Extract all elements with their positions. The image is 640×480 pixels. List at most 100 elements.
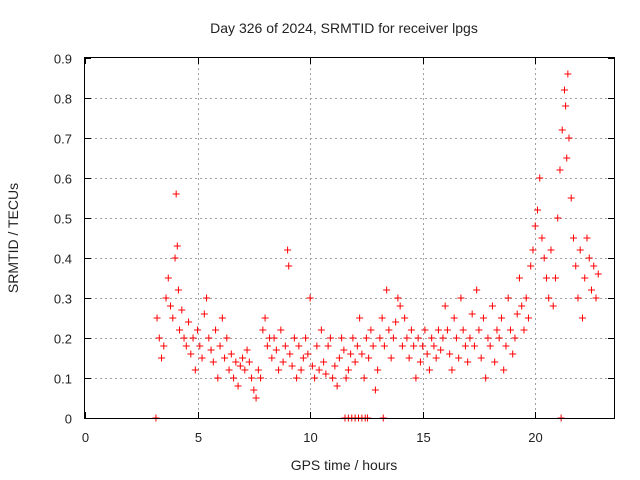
data-point [558, 126, 566, 134]
plot-frame [84, 57, 615, 419]
data-point [502, 342, 510, 350]
data-point [174, 286, 182, 294]
data-point [396, 302, 404, 310]
data-point [515, 274, 523, 282]
data-point [172, 190, 180, 198]
data-point [338, 334, 346, 342]
axis-ticks: 0 0.1 0.2 0.3 0.4 0.5 0.6 0.7 0.8 0.9 0 5 10 15 20 [54, 52, 614, 445]
data-point [196, 342, 204, 350]
data-point [545, 294, 553, 302]
data-point [495, 334, 503, 342]
data-point [295, 342, 303, 350]
data-point [230, 374, 238, 382]
data-point [509, 350, 517, 358]
grid-lines [85, 58, 614, 418]
data-point [290, 334, 298, 342]
data-point [284, 246, 292, 254]
data-point [518, 302, 526, 310]
data-point [185, 318, 193, 326]
data-point [551, 274, 559, 282]
data-point [497, 314, 505, 322]
data-point [425, 366, 433, 374]
data-point [486, 342, 494, 350]
data-point [520, 326, 528, 334]
data-point [225, 366, 233, 374]
data-point [320, 358, 328, 366]
data-point [563, 154, 571, 162]
data-point [466, 334, 474, 342]
data-point [353, 342, 361, 350]
data-point [392, 318, 400, 326]
data-point [401, 314, 409, 322]
data-points [152, 70, 602, 422]
data-point [234, 382, 242, 390]
y-tick-label: 0.8 [54, 92, 72, 107]
data-point [529, 246, 537, 254]
data-point [567, 194, 575, 202]
y-tick-label: 0.6 [54, 172, 72, 187]
x-tick-label: 10 [303, 430, 317, 445]
data-point [583, 234, 591, 242]
data-point [383, 286, 391, 294]
data-point [347, 350, 355, 358]
data-point [468, 310, 476, 318]
data-point [542, 274, 550, 282]
data-point [285, 262, 293, 270]
y-tick-label: 0.7 [54, 132, 72, 147]
x-tick-label: 0 [82, 430, 89, 445]
data-point [547, 246, 555, 254]
data-point [223, 334, 231, 342]
data-point [574, 294, 582, 302]
data-point [218, 314, 226, 322]
data-point [491, 358, 499, 366]
data-point [207, 346, 215, 354]
data-point [416, 358, 424, 366]
data-point [329, 374, 337, 382]
data-point [344, 366, 352, 374]
data-point [374, 366, 382, 374]
data-point [167, 302, 175, 310]
data-point [272, 346, 280, 354]
data-point [405, 354, 413, 362]
data-point [340, 346, 348, 354]
data-point [322, 370, 330, 378]
y-tick-label: 0.3 [54, 292, 72, 307]
data-point [428, 334, 436, 342]
data-point [430, 342, 438, 350]
data-point [180, 334, 188, 342]
data-point [331, 362, 339, 370]
data-point [239, 354, 247, 362]
data-point [443, 326, 451, 334]
data-point [565, 134, 573, 142]
data-point [279, 358, 287, 366]
data-point [488, 302, 496, 310]
data-point [277, 326, 285, 334]
data-point [482, 374, 490, 382]
data-point [554, 214, 562, 222]
data-point [587, 286, 595, 294]
data-point [203, 294, 211, 302]
data-point [304, 350, 312, 358]
data-point [356, 314, 364, 322]
x-tick-label: 20 [528, 430, 542, 445]
data-point [158, 354, 166, 362]
data-point [360, 374, 368, 382]
data-point [164, 274, 172, 282]
data-point [434, 326, 442, 334]
data-point [275, 366, 283, 374]
x-axis-label: GPS time / hours [291, 457, 398, 473]
data-point [394, 294, 402, 302]
data-point [358, 350, 366, 358]
data-point [536, 174, 544, 182]
data-point [241, 366, 249, 374]
data-point [448, 366, 456, 374]
data-point [342, 374, 350, 382]
data-point [410, 342, 418, 350]
data-point [297, 366, 305, 374]
data-point [299, 354, 307, 362]
data-point [576, 246, 584, 254]
data-point [187, 350, 195, 358]
data-point [455, 354, 463, 362]
data-point [457, 294, 465, 302]
